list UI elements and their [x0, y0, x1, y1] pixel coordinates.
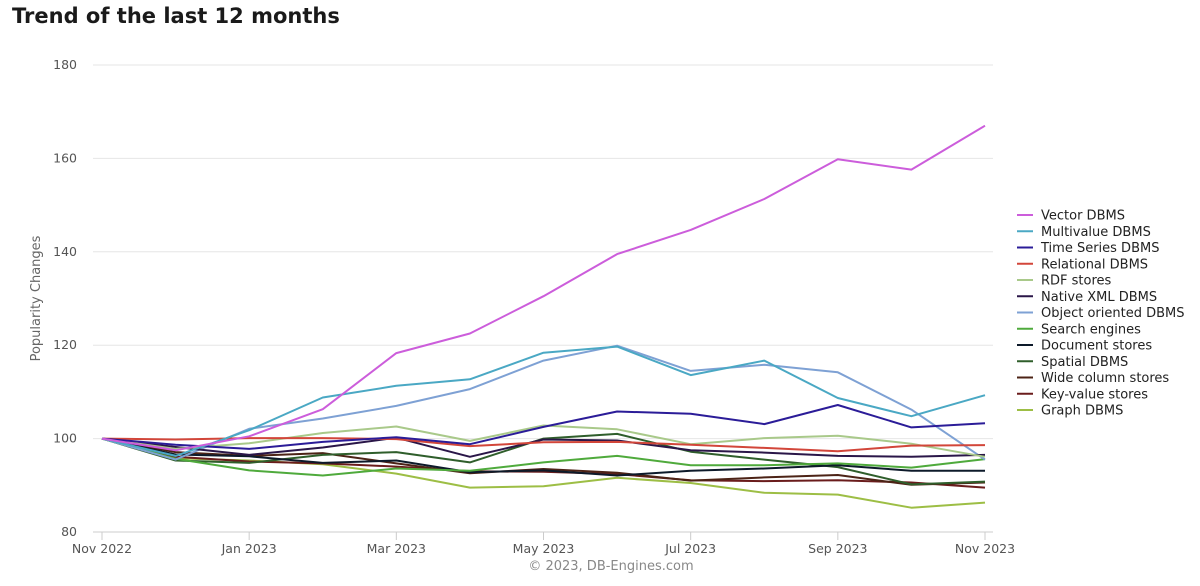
legend-label: Spatial DBMS: [1041, 355, 1128, 370]
legend-item[interactable]: Document stores: [1017, 339, 1152, 354]
x-tick-label: Mar 2023: [367, 541, 426, 556]
legend-label: Vector DBMS: [1041, 209, 1125, 224]
legend-item[interactable]: Object oriented DBMS: [1017, 306, 1185, 321]
legend-label: Time Series DBMS: [1040, 241, 1159, 256]
series-line: [101, 436, 986, 458]
series-line: [101, 345, 986, 457]
series-line: [101, 437, 986, 453]
series-line: [101, 424, 986, 458]
legend-label: Key-value stores: [1041, 387, 1148, 402]
y-tick-label: 80: [61, 524, 77, 539]
legend-label: RDF stores: [1041, 274, 1112, 289]
series-line: [101, 437, 986, 489]
legend-item[interactable]: Relational DBMS: [1017, 257, 1148, 272]
y-tick-label: 140: [53, 244, 77, 259]
legend-label: Document stores: [1041, 339, 1152, 354]
legend-item[interactable]: Key-value stores: [1017, 387, 1148, 402]
y-tick-label: 180: [53, 57, 77, 72]
series-line: [101, 404, 986, 450]
legend-item[interactable]: Wide column stores: [1017, 371, 1169, 386]
legend-label: Native XML DBMS: [1041, 290, 1157, 305]
legend-item[interactable]: Graph DBMS: [1017, 404, 1123, 419]
y-tick-label: 120: [53, 337, 77, 352]
legend-label: Wide column stores: [1041, 371, 1169, 386]
chart-title: Trend of the last 12 months: [12, 4, 340, 28]
x-tick-label: Nov 2022: [72, 541, 132, 556]
x-axis-ticks: Nov 2022 Jan 2023 Mar 2023 May 2023 Jul 2023…: [72, 532, 1015, 556]
series-line: [101, 437, 986, 477]
legend-item[interactable]: Multivalue DBMS: [1017, 225, 1151, 240]
legend-label: Relational DBMS: [1041, 257, 1148, 272]
legend-item[interactable]: RDF stores: [1017, 274, 1112, 289]
legend-label: Object oriented DBMS: [1041, 306, 1185, 321]
legend-label: Multivalue DBMS: [1041, 225, 1151, 240]
series-line: [101, 344, 986, 461]
y-axis-title: Popularity Changes: [29, 235, 44, 361]
chart-credit[interactable]: © 2023, DB-Engines.com: [528, 559, 693, 574]
y-tick-label: 160: [53, 150, 77, 165]
y-axis-ticks: 80 100 120 140 160 180: [53, 57, 77, 539]
series-lines: [101, 124, 986, 509]
legend-item[interactable]: Spatial DBMS: [1017, 355, 1128, 370]
y-tick-label: 100: [53, 431, 77, 446]
series-line: [101, 124, 986, 452]
legend-item[interactable]: Native XML DBMS: [1017, 290, 1157, 305]
x-tick-label: May 2023: [513, 541, 575, 556]
legend-item[interactable]: Vector DBMS: [1017, 209, 1125, 224]
legend-label: Search engines: [1041, 322, 1141, 337]
x-tick-label: Sep 2023: [808, 541, 867, 556]
x-tick-label: Jul 2023: [664, 541, 716, 556]
series-line: [101, 437, 985, 477]
legend-item[interactable]: Search engines: [1017, 322, 1141, 337]
legend-item[interactable]: Time Series DBMS: [1017, 241, 1159, 256]
legend-label: Graph DBMS: [1041, 404, 1123, 419]
x-tick-label: Jan 2023: [221, 541, 277, 556]
x-tick-label: Nov 2023: [955, 541, 1015, 556]
